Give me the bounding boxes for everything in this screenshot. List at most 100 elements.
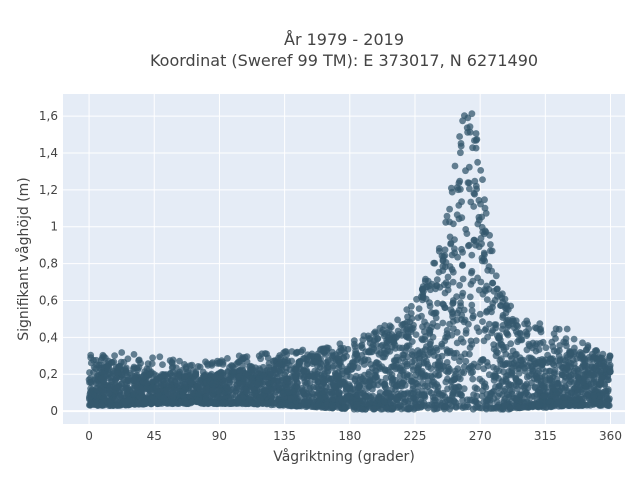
- y-tick-label: 0,8: [39, 257, 58, 271]
- data-point: [412, 331, 420, 338]
- data-point: [323, 346, 330, 354]
- data-point: [300, 374, 307, 382]
- data-point: [135, 363, 143, 371]
- data-point: [369, 405, 377, 413]
- data-point: [517, 335, 525, 343]
- x-axis-title: Vågriktning (grader): [273, 448, 415, 465]
- data-point: [396, 378, 404, 386]
- data-point: [301, 355, 308, 362]
- data-point: [484, 266, 492, 274]
- data-point: [522, 382, 529, 390]
- data-point: [586, 371, 594, 379]
- data-point: [335, 380, 343, 387]
- data-point: [498, 355, 505, 363]
- data-point: [100, 394, 108, 401]
- data-point: [564, 391, 572, 399]
- data-point: [150, 396, 158, 403]
- data-point: [98, 401, 105, 409]
- data-point: [344, 345, 352, 353]
- data-point: [263, 350, 270, 358]
- data-point: [92, 379, 100, 387]
- data-point: [541, 379, 549, 386]
- data-point: [533, 391, 541, 398]
- data-point: [106, 396, 114, 404]
- data-point: [435, 359, 442, 367]
- data-point: [446, 320, 453, 328]
- data-point: [299, 346, 307, 354]
- data-point: [453, 316, 461, 324]
- data-point: [566, 373, 573, 381]
- data-point: [130, 391, 138, 398]
- data-point: [482, 287, 489, 295]
- data-point: [590, 378, 597, 386]
- data-point: [510, 381, 518, 389]
- data-point: [276, 367, 283, 375]
- data-point: [284, 378, 292, 386]
- data-point: [456, 375, 464, 383]
- data-point: [478, 356, 485, 364]
- data-point: [463, 230, 471, 238]
- data-point: [531, 360, 539, 367]
- data-point: [352, 347, 359, 355]
- data-point: [486, 231, 493, 239]
- data-point: [235, 352, 243, 360]
- data-point: [580, 373, 588, 381]
- data-point: [123, 388, 131, 396]
- data-point: [491, 296, 499, 304]
- data-point: [490, 364, 497, 371]
- data-point: [422, 333, 429, 340]
- data-point: [250, 390, 258, 397]
- data-point: [458, 214, 466, 222]
- data-point: [275, 354, 282, 362]
- data-point: [473, 185, 480, 193]
- data-point: [241, 400, 249, 408]
- data-point: [343, 372, 351, 380]
- y-tick-label: 1,4: [39, 146, 58, 160]
- data-point: [361, 392, 369, 399]
- data-point: [439, 319, 447, 327]
- data-point: [247, 382, 255, 389]
- data-point: [529, 367, 537, 375]
- data-point: [324, 356, 332, 364]
- data-point: [583, 401, 591, 409]
- data-point: [492, 272, 500, 280]
- data-point: [399, 394, 407, 402]
- data-point: [427, 365, 435, 372]
- data-point: [492, 352, 500, 360]
- x-tick-label: 315: [534, 429, 557, 443]
- data-point: [466, 185, 473, 193]
- data-point: [474, 158, 481, 166]
- data-point: [565, 362, 573, 370]
- data-point: [459, 117, 466, 125]
- data-point: [440, 403, 448, 411]
- data-point: [468, 341, 476, 348]
- data-point: [282, 368, 290, 376]
- data-point: [156, 353, 164, 361]
- data-point: [314, 384, 322, 392]
- data-point: [515, 370, 523, 377]
- data-point: [443, 212, 451, 220]
- data-point: [138, 390, 146, 398]
- data-point: [307, 372, 315, 380]
- data-point: [264, 366, 271, 374]
- data-point: [434, 364, 441, 372]
- data-point: [217, 369, 225, 376]
- data-point: [499, 298, 507, 306]
- data-point: [468, 110, 476, 118]
- data-point: [415, 383, 422, 390]
- data-point: [113, 402, 121, 409]
- data-point: [453, 293, 460, 300]
- data-point: [472, 130, 480, 137]
- data-point: [254, 397, 262, 405]
- data-point: [418, 312, 425, 320]
- data-point: [579, 339, 586, 347]
- data-point: [255, 379, 262, 386]
- data-point: [473, 385, 481, 393]
- data-point: [179, 378, 187, 386]
- data-point: [555, 398, 563, 405]
- data-point: [522, 389, 530, 397]
- data-point: [449, 299, 457, 307]
- data-point: [514, 403, 522, 411]
- data-point: [409, 362, 416, 370]
- data-point: [116, 393, 124, 401]
